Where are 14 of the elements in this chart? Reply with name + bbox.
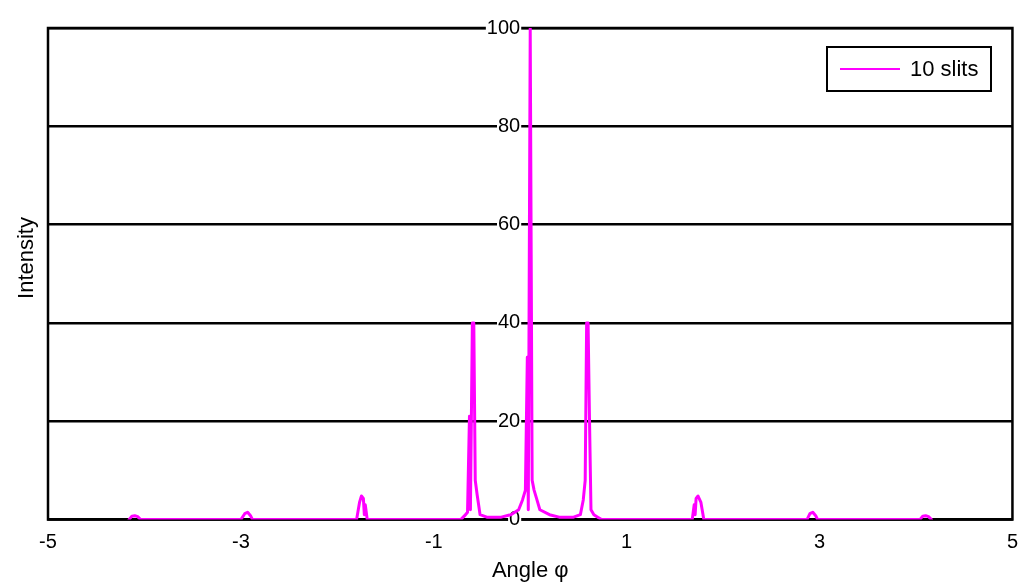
legend-label: 10 slits — [909, 56, 979, 82]
y-tick-label: 40 — [497, 310, 521, 333]
y-axis-title: Intensity — [13, 217, 39, 299]
y-tick-label: 20 — [497, 408, 521, 431]
y-tick-label: 80 — [497, 113, 521, 136]
x-tick-label: -3 — [231, 530, 250, 553]
y-tick-label: 60 — [497, 212, 521, 235]
x-tick-label: 5 — [1006, 530, 1018, 553]
x-axis-title: Angle φ — [491, 556, 569, 582]
x-tick-label: 1 — [621, 530, 633, 553]
y-tick-label: 100 — [486, 15, 521, 38]
x-tick-label: -1 — [424, 530, 443, 553]
x-tick-label: -5 — [39, 530, 57, 553]
x-tick-label: 3 — [813, 530, 826, 553]
